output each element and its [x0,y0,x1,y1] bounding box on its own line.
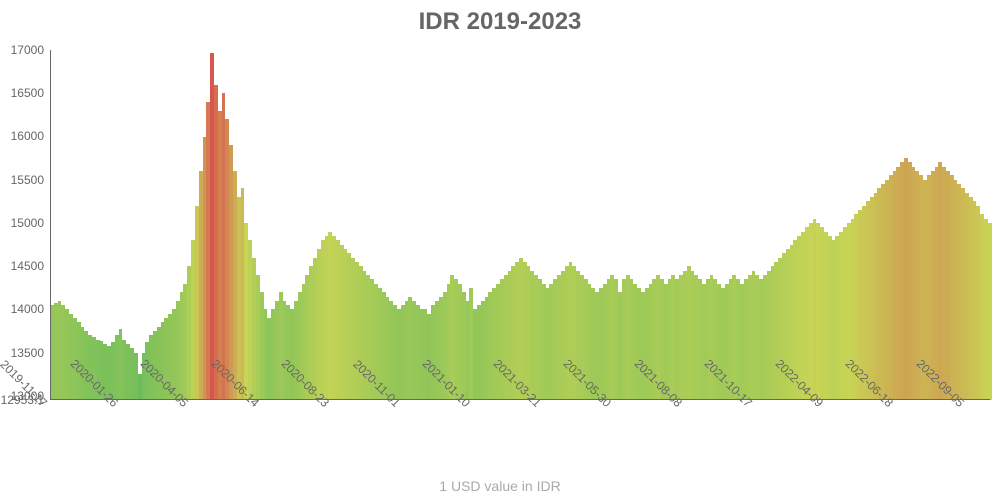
y-tick-label: 16000 [11,129,50,143]
chart-bars [50,50,990,400]
y-tick-label: 15000 [11,216,50,230]
y-tick-label: 14500 [11,259,50,273]
chart-title: IDR 2019-2023 [0,8,1000,36]
y-tick-label: 15500 [11,173,50,187]
plot-area: 12953.1130001350014000145001500015500160… [50,50,990,400]
y-tick-label: 17000 [11,43,50,57]
y-axis-line [50,50,51,400]
y-tick-label: 16500 [11,86,50,100]
chart-subtitle: 1 USD value in IDR [0,478,1000,494]
data-bar [988,223,992,400]
chart-container: IDR 2019-2023 12953.11300013500140001450… [0,0,1000,500]
y-tick-label: 13500 [11,346,50,360]
y-tick-label: 14000 [11,302,50,316]
